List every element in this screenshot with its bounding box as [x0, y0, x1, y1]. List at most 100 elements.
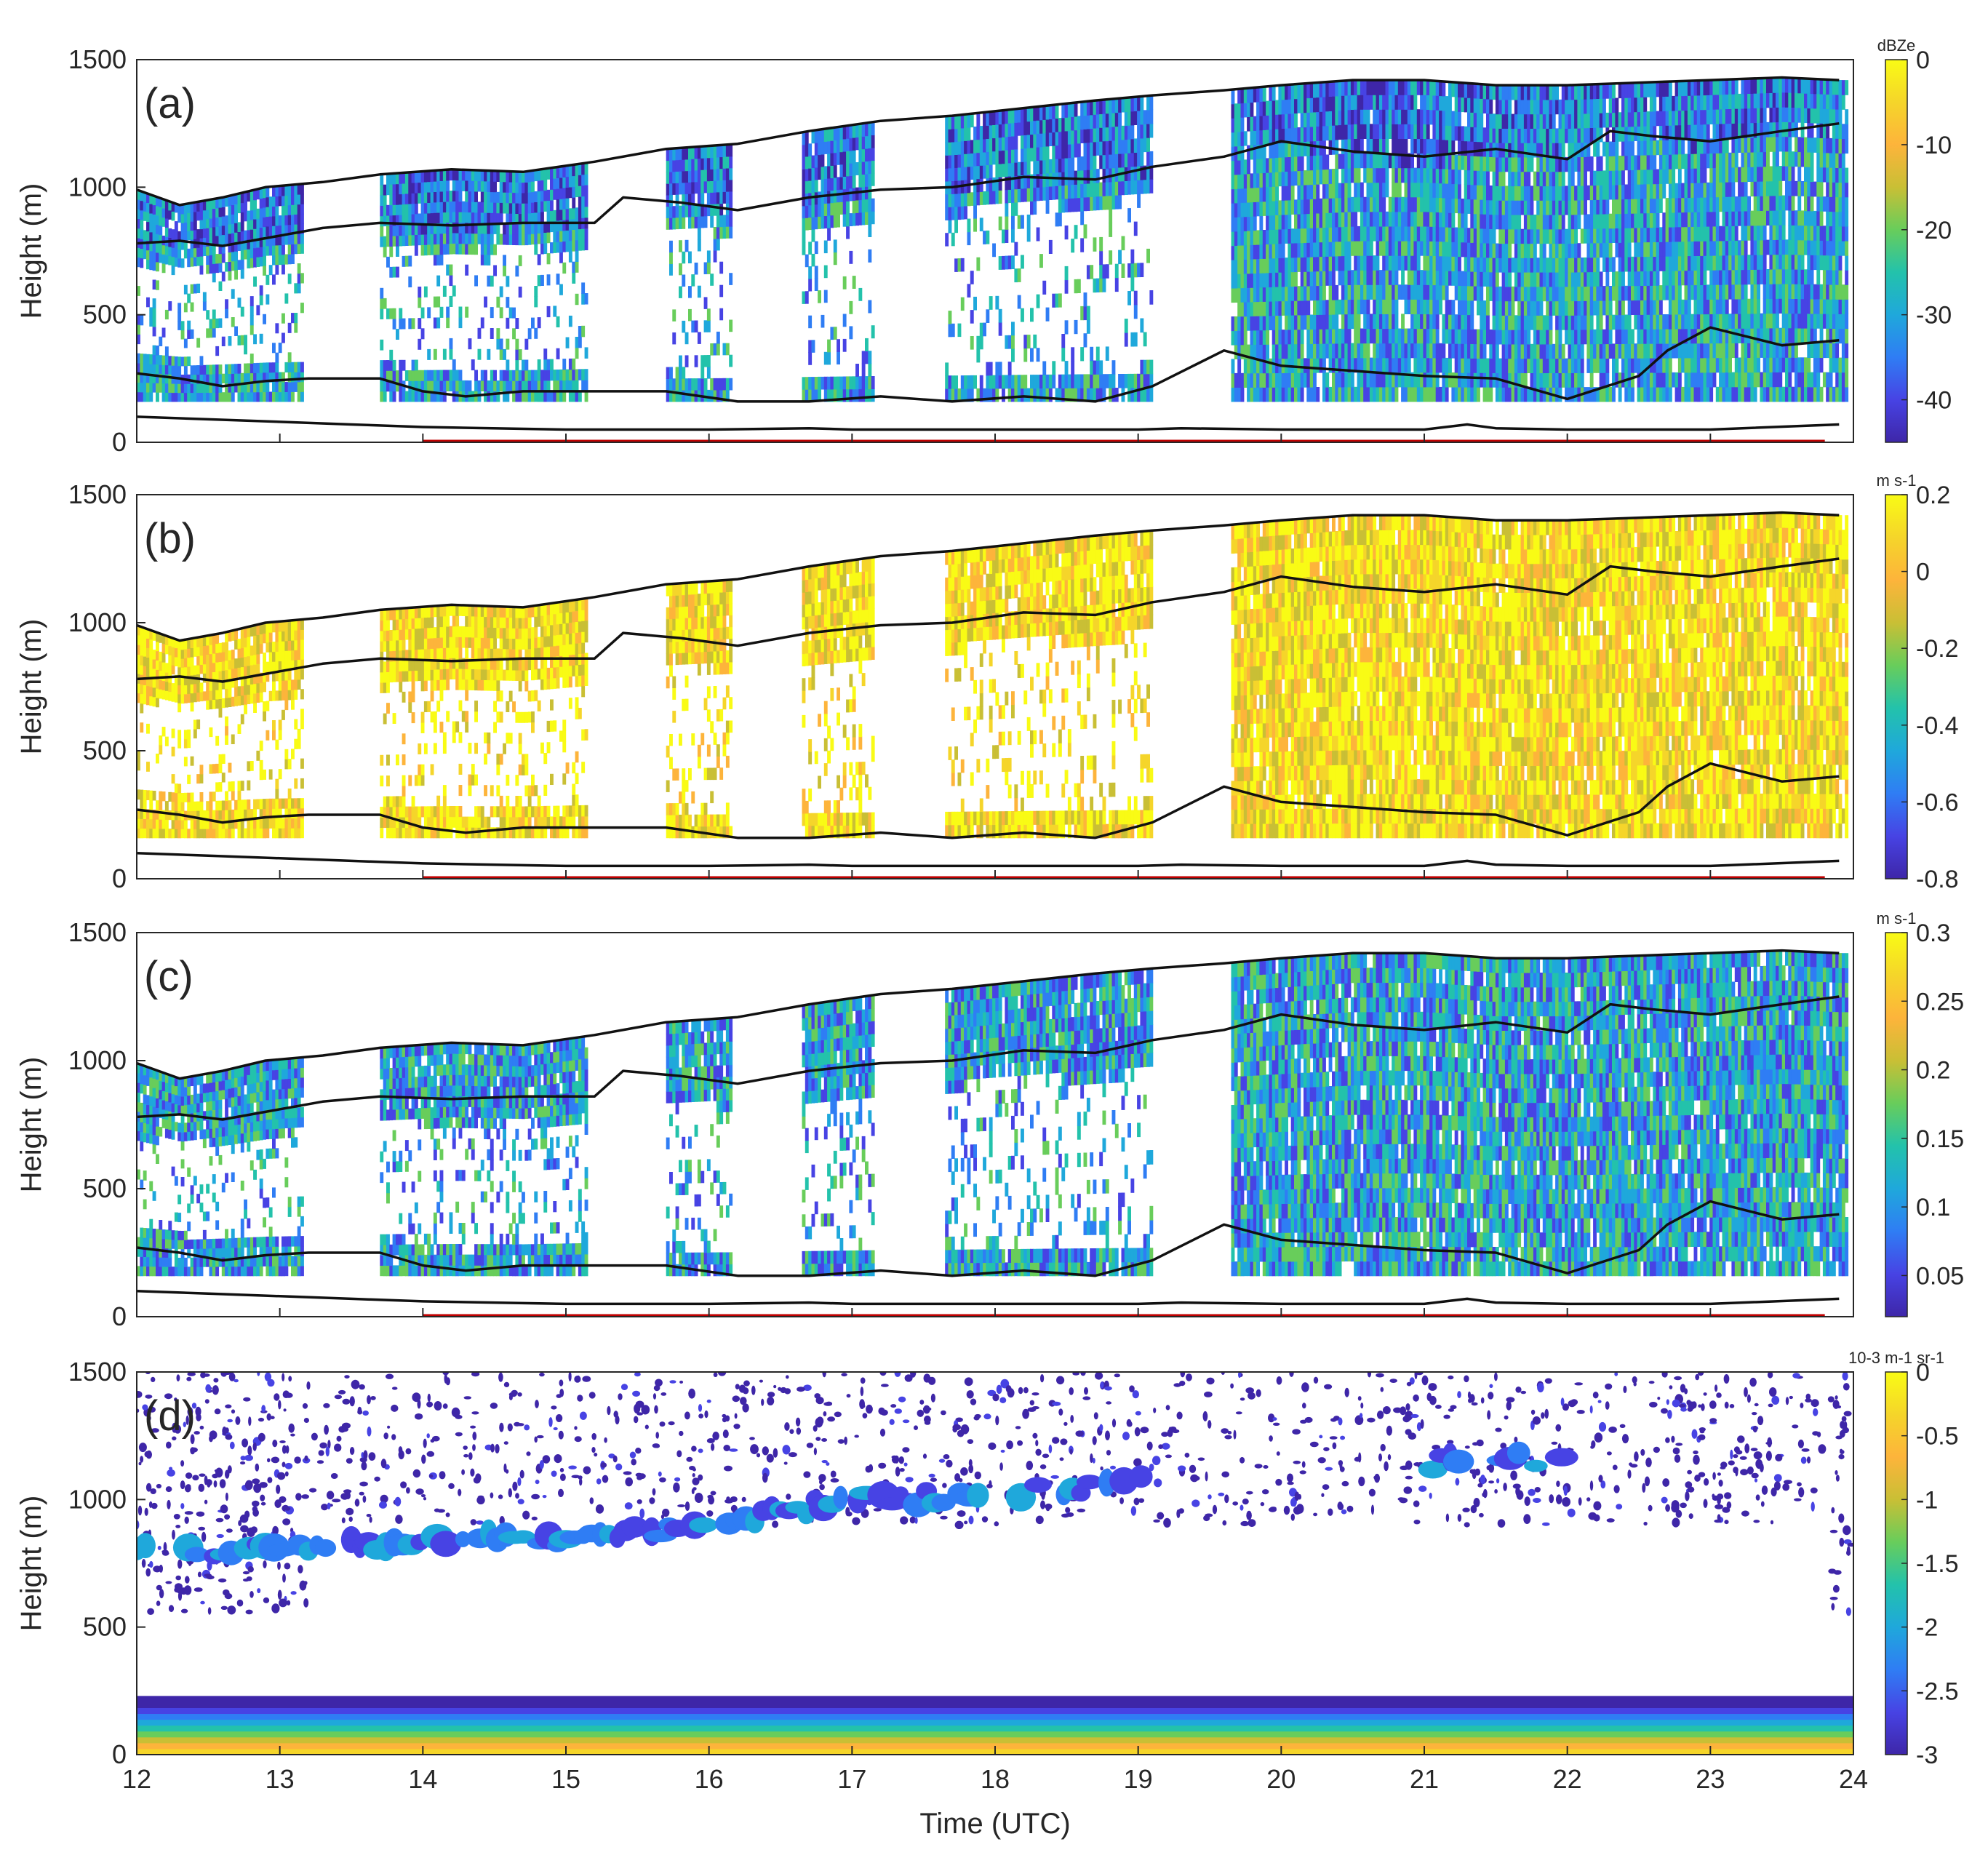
panel-a-cell	[506, 380, 510, 392]
panel-a-cell	[278, 186, 282, 196]
panel-a-cell	[716, 203, 720, 216]
panel-a-cell	[1530, 128, 1534, 143]
panel-a-cell	[537, 180, 541, 192]
panel-a-cell	[1480, 199, 1484, 215]
panel-a-cell	[228, 373, 232, 383]
panel-a-cell	[1542, 156, 1546, 172]
panel-a-cell	[1133, 111, 1138, 125]
panel-a-cell	[439, 223, 444, 234]
panel-a-cell	[174, 392, 178, 402]
panel-a-cell	[1416, 299, 1421, 314]
panel-a-cell	[1281, 228, 1285, 244]
panel-a-cell	[1530, 85, 1534, 100]
panel-a-cell	[452, 190, 456, 202]
panel-a-cell	[231, 214, 235, 224]
panel-a-cell	[506, 234, 510, 245]
panel-a-cell	[442, 243, 447, 255]
panel-a-cell	[1231, 175, 1235, 190]
panel-a-cell	[1105, 182, 1109, 196]
panel-a-cell	[1546, 258, 1550, 273]
panel-a-cell	[1517, 200, 1522, 215]
panel-a-cell	[1338, 110, 1342, 126]
panel-a-cell	[231, 204, 235, 215]
panel-a-cell	[1048, 159, 1053, 173]
panel-a-cell	[1486, 199, 1490, 215]
panel-a-cell	[411, 214, 415, 225]
panel-a-cell	[455, 222, 460, 234]
panel-a-cell	[818, 167, 821, 180]
panel-a-cell	[1285, 330, 1288, 345]
panel-a-cell	[584, 228, 588, 240]
panel-a-cell	[1039, 173, 1043, 188]
panel-a-cell	[300, 372, 304, 383]
panel-a-cell	[1338, 153, 1342, 169]
panel-a-cell	[1423, 386, 1427, 402]
panel-a-cell	[503, 255, 506, 266]
panel-a-cell	[1052, 361, 1056, 375]
panel-a-cell	[215, 207, 220, 218]
panel-a-cell	[1338, 197, 1342, 213]
panel-a-cell	[710, 378, 714, 391]
panel-a-cell	[1354, 109, 1358, 124]
panel-a-cell	[1388, 153, 1392, 169]
panel-a-cell	[556, 220, 560, 232]
panel-a-cell	[1473, 286, 1477, 301]
panel-a-cell	[1124, 153, 1128, 167]
panel-a-cell	[951, 141, 955, 156]
panel-a-cell	[1105, 140, 1109, 155]
panel-a-cell	[1328, 386, 1333, 402]
panel-a-cell	[171, 229, 175, 239]
panel-a-cell	[1401, 109, 1405, 124]
panel-a-cell	[1388, 95, 1392, 110]
panel-a-cell	[808, 168, 813, 181]
panel-a-cell	[1523, 258, 1528, 273]
panel-a-cell	[1445, 242, 1449, 257]
panel-a-cell	[1533, 85, 1537, 100]
panel-a-cell	[1325, 154, 1330, 170]
panel-a-cell	[700, 169, 705, 182]
panel-a-cell	[964, 193, 967, 207]
panel-a-cell	[1439, 270, 1442, 286]
panel-a-cell	[1363, 343, 1368, 359]
panel-a-cell	[383, 194, 387, 206]
panel-a-cell	[1445, 328, 1449, 344]
panel-a-cell	[1247, 116, 1250, 132]
panel-a-cell	[524, 203, 529, 214]
panel-a-cell	[1360, 124, 1364, 139]
panel-a-cell	[823, 129, 828, 142]
panel-a-cell	[1102, 154, 1106, 169]
panel-a-cell	[297, 372, 301, 383]
panel-a-cell	[1385, 357, 1389, 373]
panel-a-cell	[1313, 300, 1317, 315]
panel-a-cell	[1316, 111, 1320, 127]
panel-a-cell	[568, 208, 572, 220]
panel-a-cell	[865, 186, 869, 200]
panel-a-cell	[1546, 286, 1550, 302]
panel-a-cell	[818, 142, 821, 156]
panel-a-cell	[1290, 185, 1295, 201]
panel-a-cell	[1247, 273, 1250, 288]
panel-a-cell	[137, 372, 140, 383]
panel-a-cell	[146, 297, 150, 308]
panel-a-cell	[1048, 105, 1053, 119]
panel-a-cell	[1247, 102, 1250, 117]
panel-a-cell	[408, 380, 412, 392]
panel-a-cell	[1344, 212, 1349, 227]
panel-a-cell	[266, 207, 270, 218]
panel-a-cell	[1423, 284, 1427, 300]
panel-a-cell	[1533, 243, 1537, 258]
panel-a-cell	[180, 223, 185, 233]
panel-a-cell	[527, 391, 532, 402]
panel-a-cell	[565, 337, 570, 348]
panel-a-cell	[568, 240, 572, 252]
panel-a-cell	[1508, 113, 1512, 129]
panel-a-cell	[1093, 388, 1097, 402]
panel-a-cell	[1109, 113, 1113, 127]
panel-a-cell	[1501, 215, 1506, 230]
panel-a-cell	[1354, 299, 1358, 314]
panel-a-cell	[164, 309, 169, 320]
panel-a-cell	[562, 359, 567, 370]
panel-a-cell	[446, 306, 450, 318]
panel-a-cell	[550, 210, 554, 222]
panel-a-cell	[575, 347, 579, 359]
